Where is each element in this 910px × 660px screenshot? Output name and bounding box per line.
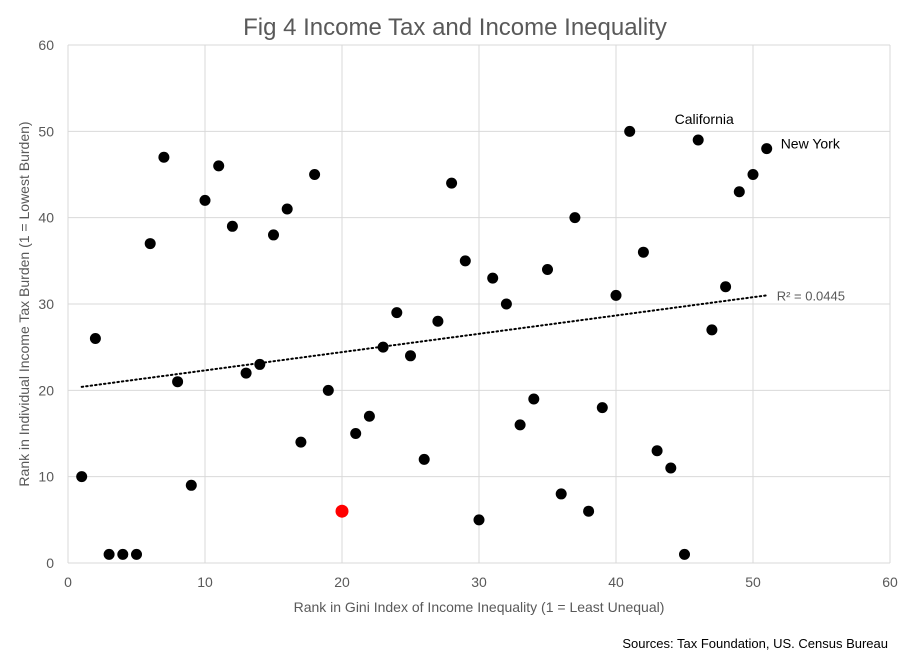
x-tick-label: 50 (745, 574, 761, 590)
y-axis-ticks: 0 10 20 30 40 50 60 (38, 37, 54, 571)
data-point (295, 436, 307, 448)
y-tick-label: 10 (38, 469, 54, 485)
trendline (80, 294, 768, 388)
data-point (240, 367, 252, 379)
data-point (350, 428, 362, 439)
data-point (89, 333, 101, 345)
data-point (131, 548, 142, 560)
data-point (391, 307, 403, 319)
data-point (610, 289, 622, 301)
data-point (418, 453, 430, 465)
y-tick-label: 50 (38, 123, 54, 139)
data-point (322, 384, 334, 396)
data-point (637, 246, 649, 258)
x-tick-label: 60 (882, 574, 898, 590)
data-point (377, 341, 389, 353)
x-tick-label: 20 (334, 574, 350, 590)
data-point (144, 238, 156, 250)
data-point (185, 479, 197, 491)
data-point (158, 151, 170, 163)
data-point (459, 255, 471, 267)
data-point (624, 125, 636, 137)
annotations: California New York (675, 111, 841, 152)
y-tick-label: 40 (38, 210, 54, 226)
data-point (76, 471, 88, 483)
source-note: Sources: Tax Foundation, US. Census Bure… (622, 636, 888, 651)
x-axis-ticks: 0 10 20 30 40 50 60 (64, 574, 898, 590)
data-point (569, 212, 581, 224)
data-point (268, 229, 279, 241)
annotation-new-york: New York (781, 136, 841, 152)
data-point (733, 186, 745, 198)
data-point (679, 548, 690, 560)
data-point (665, 462, 677, 474)
data-point (747, 169, 759, 180)
data-point (761, 143, 773, 155)
data-point (706, 324, 718, 336)
data-point (514, 419, 526, 431)
data-point (555, 488, 567, 500)
y-tick-label: 30 (38, 296, 54, 312)
data-point-highlighted (335, 504, 349, 518)
data-point (542, 263, 553, 275)
data-points (76, 125, 773, 560)
data-point (446, 177, 458, 189)
data-point (117, 548, 129, 560)
data-point (528, 393, 540, 405)
data-point (254, 358, 266, 370)
x-tick-label: 30 (471, 574, 487, 590)
y-tick-label: 20 (38, 382, 54, 398)
data-point (213, 160, 225, 172)
x-tick-label: 40 (608, 574, 624, 590)
data-point (596, 402, 608, 414)
data-point (309, 169, 321, 180)
data-point (487, 272, 499, 284)
annotation-california: California (675, 111, 734, 127)
data-point (651, 445, 663, 457)
y-axis-title: Rank in Individual Income Tax Burden (1 … (16, 121, 32, 486)
x-tick-label: 10 (197, 574, 213, 590)
data-point (363, 410, 375, 422)
data-point (172, 376, 184, 388)
data-point (226, 220, 238, 232)
data-point (473, 514, 485, 526)
data-point (432, 315, 444, 327)
grid (67, 44, 891, 564)
y-tick-label: 60 (38, 37, 54, 53)
data-point (405, 350, 416, 362)
chart-title: Fig 4 Income Tax and Income Inequality (243, 14, 667, 41)
data-point (281, 203, 293, 215)
data-point (103, 548, 115, 560)
data-point (199, 194, 211, 206)
data-point (583, 505, 595, 517)
r-squared-label: R² = 0.0445 (777, 288, 845, 303)
x-axis-title: Rank in Gini Index of Income Inequality … (294, 599, 665, 615)
data-point (720, 281, 732, 293)
data-point (692, 134, 704, 146)
y-tick-label: 0 (46, 555, 54, 571)
x-tick-label: 0 (64, 574, 72, 590)
data-point (500, 298, 512, 310)
